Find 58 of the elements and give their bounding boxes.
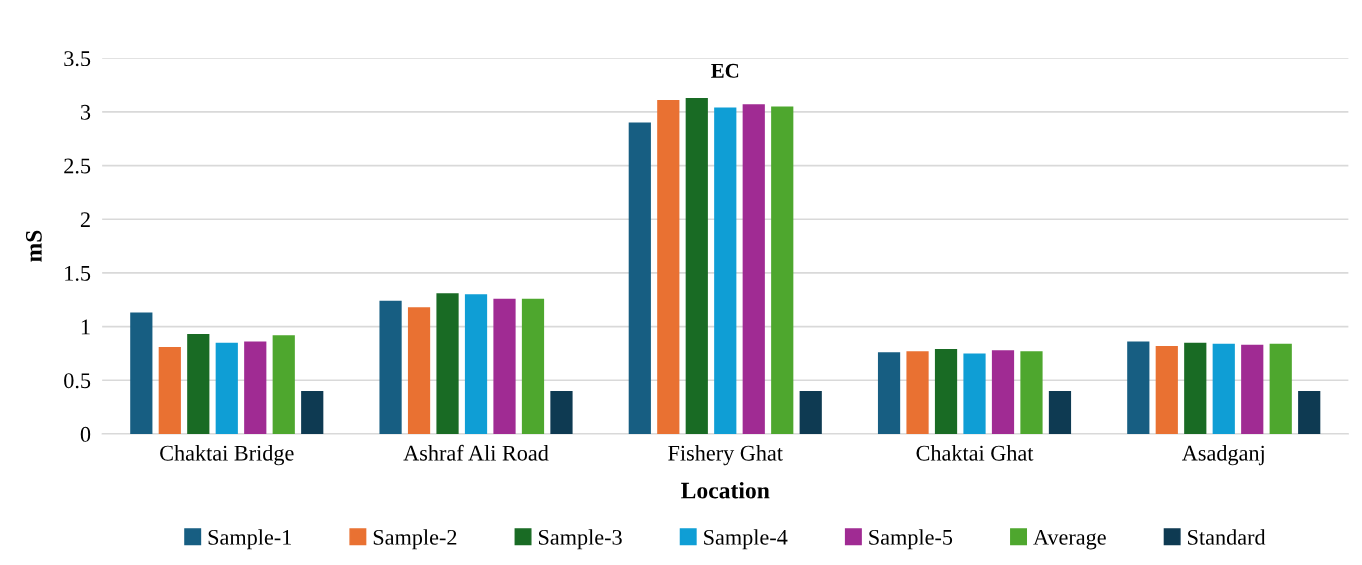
legend-label: Sample-4: [704, 529, 788, 550]
bar: [628, 122, 651, 434]
bar: [130, 312, 153, 434]
y-tick-label: 0: [80, 426, 91, 442]
y-tick-label: 1: [81, 319, 90, 335]
y-tick-label: 3: [80, 104, 91, 120]
bar: [771, 106, 794, 434]
bar: [991, 350, 1015, 434]
bar: [1212, 343, 1235, 434]
y-tick-label: 2.5: [64, 158, 91, 174]
legend-label: Standard: [1188, 529, 1266, 545]
bar: [1298, 390, 1321, 434]
bar: [493, 298, 516, 434]
legend-label: Average: [1033, 529, 1106, 550]
bar: [742, 104, 765, 434]
bar: [906, 351, 929, 434]
bar: [1269, 343, 1292, 434]
bar: [301, 390, 324, 434]
y-axis-title: mS: [25, 230, 42, 262]
bar: [1020, 351, 1043, 434]
bar: [657, 100, 680, 434]
x-tick-label: Ashraf Ali Road: [403, 444, 549, 461]
bar: [436, 293, 459, 434]
bar: [799, 390, 822, 434]
y-tick-label: 0.5: [64, 373, 91, 389]
bar: [215, 342, 238, 434]
bar: [521, 298, 545, 434]
bar: [877, 352, 901, 434]
bar: [685, 97, 708, 434]
bar: [379, 300, 402, 434]
bar: [407, 307, 431, 434]
bar: [714, 107, 737, 434]
x-tick-label: Chaktai Ghat: [916, 445, 1034, 461]
bar: [187, 334, 210, 434]
bar: [464, 294, 488, 434]
bar: [158, 346, 181, 434]
legend-label: Sample-2: [373, 529, 457, 550]
x-tick-label: Asadganj: [1182, 445, 1264, 466]
y-tick-label: 1.5: [65, 265, 91, 281]
chart-title: EC: [711, 63, 739, 78]
y-tick-label: 2: [80, 212, 90, 227]
x-tick-label: Fishery Ghat: [668, 445, 783, 466]
x-axis-title: Location: [681, 481, 770, 499]
bar: [934, 349, 958, 434]
bar: [272, 335, 295, 434]
legend-label: Sample-3: [538, 529, 622, 550]
legend-label: Sample-1: [208, 529, 291, 550]
bar: [550, 390, 573, 434]
x-tick-label: Chaktai Bridge: [160, 445, 294, 466]
legend-label: Sample-5: [869, 529, 953, 550]
bar: [1048, 390, 1072, 434]
bar: [1184, 342, 1207, 434]
bar: [1241, 344, 1264, 434]
bar: [963, 353, 986, 434]
y-tick-label: 3.5: [64, 51, 91, 67]
bar: [244, 341, 267, 434]
bar: [1155, 345, 1178, 434]
bar: [1127, 341, 1150, 434]
